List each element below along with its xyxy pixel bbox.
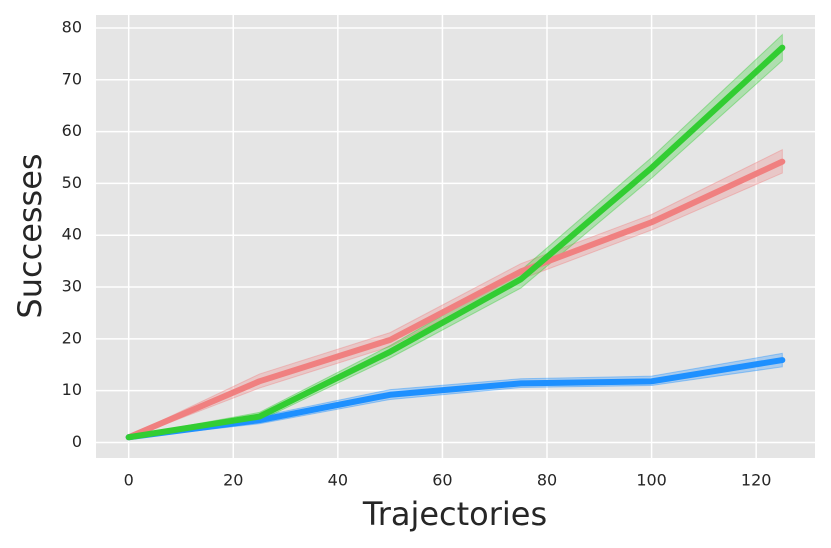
- x-axis-label: Trajectories: [362, 495, 547, 533]
- y-tick-label: 80: [62, 17, 82, 36]
- line: [125, 44, 786, 441]
- y-tick-label: 10: [62, 380, 82, 399]
- confidence-band: [128, 148, 783, 440]
- x-tick-label: 80: [537, 471, 557, 490]
- y-tick-label: 30: [62, 277, 82, 296]
- x-tick-label: 0: [124, 471, 134, 490]
- x-tick-label: 120: [741, 471, 772, 490]
- confidence-band: [128, 352, 783, 439]
- x-tick-label: 100: [636, 471, 667, 490]
- x-tick-label: 60: [432, 471, 452, 490]
- y-tick-label: 0: [72, 432, 82, 451]
- y-tick-label: 70: [62, 69, 82, 88]
- y-axis-label: Successes: [11, 153, 49, 318]
- y-tick-label: 60: [62, 121, 82, 140]
- y-tick-label: 40: [62, 225, 82, 244]
- x-tick-label: 20: [223, 471, 243, 490]
- plot-area: [96, 15, 815, 458]
- line: [125, 158, 786, 441]
- y-tick-label: 20: [62, 328, 82, 347]
- y-tick-label: 50: [62, 173, 82, 192]
- x-tick-label: 40: [328, 471, 348, 490]
